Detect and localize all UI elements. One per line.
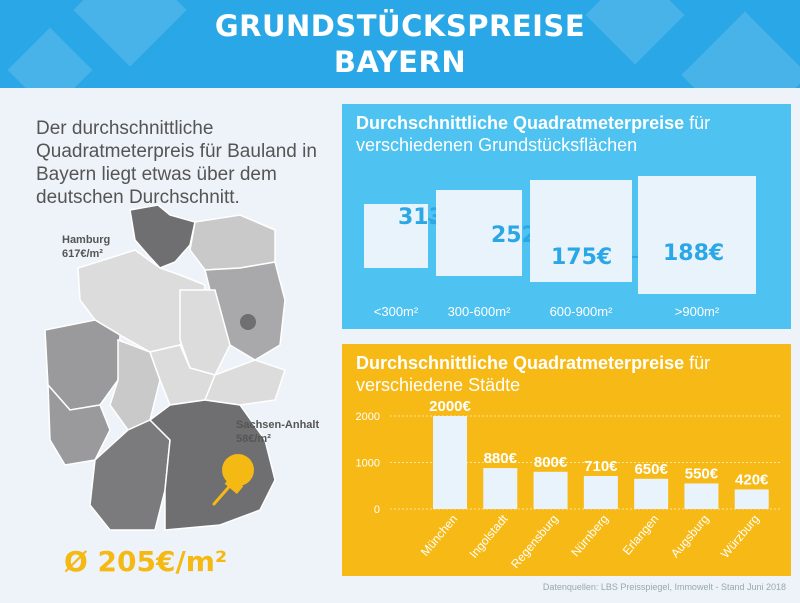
city-value-label: 2000€ (429, 398, 471, 415)
plot-size-value: 188€ (663, 241, 725, 267)
y-tick-label: 2000 (356, 411, 380, 423)
header-banner: GRUNDSTÜCKSPREISE BAYERN (0, 0, 800, 88)
city-bars: 0 1000 2000 2000€ München 880€ Ingolstadt 800€ R… (356, 398, 782, 571)
y-tick-label: 1000 (356, 458, 380, 470)
page-title: GRUNDSTÜCKSPREISE BAYERN (0, 8, 800, 80)
berlin-marker (240, 314, 256, 330)
y-tick-label: 0 (374, 504, 380, 516)
city-value-label: 800€ (534, 454, 568, 471)
city-bar (734, 489, 769, 509)
region-mecklenburg (189, 214, 276, 271)
city-value-label: 710€ (584, 458, 618, 475)
plot-size-title-bold: Durchschnittliche Quadratmeterpreise (356, 113, 685, 133)
city-category-label: Würzburg (718, 512, 762, 561)
city-category-label: Regensburg (508, 512, 561, 571)
germany-map (44, 204, 286, 531)
title-line-1: GRUNDSTÜCKSPREISE (214, 9, 586, 43)
pushpin-icon (212, 454, 254, 506)
source-note: Datenquellen: LBS Preisspiegel, Immowelt… (542, 582, 786, 592)
city-category-label: Nürnberg (568, 512, 611, 559)
plot-square (364, 204, 428, 268)
city-chart-title: Durchschnittliche Quadratmeterpreise für… (356, 352, 786, 396)
city-category-label: Augsburg (668, 512, 712, 560)
city-bar (634, 478, 669, 509)
region-hamburg (129, 204, 196, 269)
plot-size-chart: Durchschnittliche Quadratmeterpreise für… (342, 104, 791, 329)
plot-size-chart-title: Durchschnittliche Quadratmeterpreise für… (356, 112, 786, 156)
city-title-rest: für verschiedene Städte (356, 353, 711, 395)
plot-size-category: >900m² (674, 304, 720, 319)
city-value-label: 880€ (484, 450, 518, 467)
plot-size-title-rest: für verschiedenen Grundstücksflächen (356, 113, 711, 155)
city-value-label: 650€ (634, 461, 668, 478)
sachsen-anhalt-name: Sachsen-Anhalt (236, 419, 320, 431)
plot-size-category: <300m² (373, 304, 419, 319)
city-bar (684, 483, 719, 509)
city-value-label: 420€ (735, 471, 769, 488)
plot-size-category: 300-600m² (447, 304, 511, 319)
hamburg-price: 617€/m² (62, 248, 103, 260)
plot-size-category: 600-900m² (549, 304, 613, 319)
average-price: Ø 205€/m² (64, 545, 228, 578)
city-category-label: Erlangen (620, 512, 662, 558)
city-chart: Durchschnittliche Quadratmeterpreise für… (342, 344, 791, 576)
city-title-bold: Durchschnittliche Quadratmeterpreise (356, 353, 685, 373)
plot-size-value: 175€ (551, 244, 613, 270)
city-bar (483, 468, 518, 509)
hamburg-label: Hamburg 617€/m² (62, 233, 110, 261)
city-value-label: 550€ (685, 465, 719, 482)
plot-square (638, 176, 756, 294)
hamburg-name: Hamburg (62, 234, 111, 246)
plot-square (530, 180, 632, 282)
city-bar (583, 475, 618, 509)
city-category-label: München (418, 512, 460, 559)
sachsen-anhalt-price: 58€/m² (236, 433, 271, 445)
title-line-2: BAYERN (333, 45, 467, 79)
plot-square (436, 190, 522, 276)
region-rlp (47, 382, 111, 466)
city-category-label: Ingolstadt (466, 511, 511, 560)
intro-text: Der durchschnittliche Quadratmeterpreis … (36, 118, 317, 208)
region-bayern (148, 399, 276, 531)
sachsen-anhalt-label: Sachsen-Anhalt 58€/m² (236, 418, 319, 446)
city-bar (533, 471, 568, 509)
city-bar (433, 416, 467, 509)
